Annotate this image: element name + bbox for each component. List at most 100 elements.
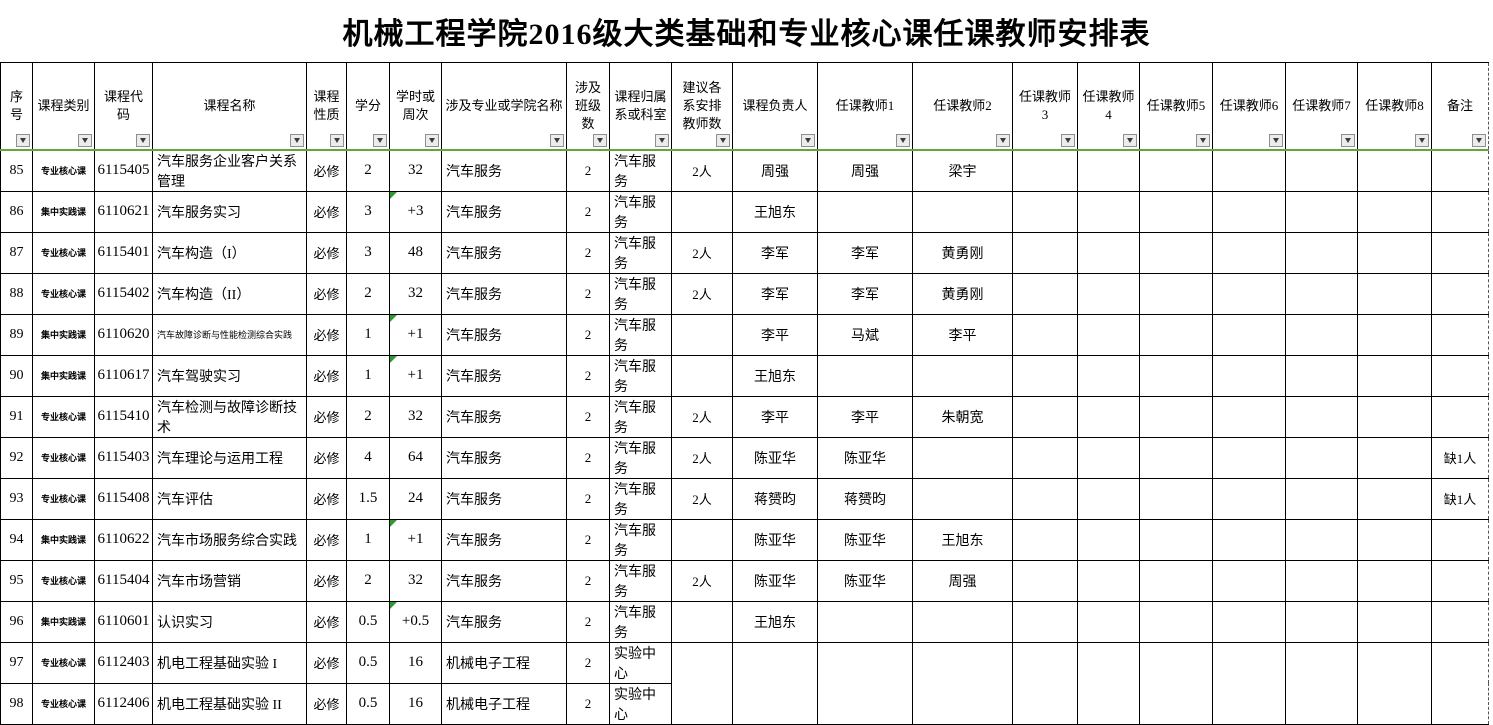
cell-major-row-89[interactable]: 汽车服务 — [441, 313, 567, 356]
cell-t7-row-92[interactable] — [1285, 436, 1358, 479]
filter-dropdown-button-leader[interactable] — [801, 133, 815, 147]
cell-credits-row-89[interactable]: 1 — [346, 313, 390, 356]
cell-t3-row-87[interactable] — [1012, 231, 1078, 274]
cell-code-row-96[interactable]: 6110601 — [94, 600, 153, 643]
cell-name-row-94[interactable]: 汽车市场服务综合实践 — [152, 518, 307, 561]
cell-leader-row-91[interactable]: 李平 — [732, 395, 818, 438]
cell-t1-row-92[interactable]: 陈亚华 — [817, 436, 913, 479]
cell-code-row-95[interactable]: 6115404 — [94, 559, 153, 602]
cell-suggest-row-88[interactable]: 2人 — [671, 272, 733, 315]
cell-leader-row-92[interactable]: 陈亚华 — [732, 436, 818, 479]
cell-t6-row-90[interactable] — [1212, 354, 1286, 397]
cell-t5-row-94[interactable] — [1139, 518, 1213, 561]
cell-code-row-98[interactable]: 6112406 — [94, 682, 153, 725]
cell-category-row-85[interactable]: 专业核心课 — [32, 149, 95, 192]
cell-seq-row-92[interactable]: 92 — [0, 436, 33, 479]
cell-code-row-85[interactable]: 6115405 — [94, 149, 153, 192]
cell-nature-row-96[interactable]: 必修 — [306, 600, 347, 643]
cell-hours-row-94[interactable]: +1 — [389, 518, 442, 561]
cell-t8-row-87[interactable] — [1357, 231, 1432, 274]
cell-t4-row-91[interactable] — [1077, 395, 1140, 438]
cell-t4-row-96[interactable] — [1077, 600, 1140, 643]
cell-nature-row-91[interactable]: 必修 — [306, 395, 347, 438]
cell-seq-row-97[interactable]: 97 — [0, 641, 33, 684]
cell-t1-row-85[interactable]: 周强 — [817, 149, 913, 192]
cell-code-row-92[interactable]: 6115403 — [94, 436, 153, 479]
filter-dropdown-button-t7[interactable] — [1341, 133, 1355, 147]
column-header-t2[interactable]: 任课教师2 — [912, 62, 1013, 151]
cell-t1-row-91[interactable]: 李平 — [817, 395, 913, 438]
cell-hours-row-96[interactable]: +0.5 — [389, 600, 442, 643]
cell-hours-row-85[interactable]: 32 — [389, 149, 442, 192]
cell-classes-row-98[interactable]: 2 — [566, 682, 610, 725]
cell-dept-row-93[interactable]: 汽车服务 — [609, 477, 672, 520]
cell-major-row-94[interactable]: 汽车服务 — [441, 518, 567, 561]
filter-dropdown-button-t5[interactable] — [1196, 133, 1210, 147]
cell-hours-row-95[interactable]: 32 — [389, 559, 442, 602]
cell-t1-row-94[interactable]: 陈亚华 — [817, 518, 913, 561]
cell-hours-row-88[interactable]: 32 — [389, 272, 442, 315]
cell-code-row-86[interactable]: 6110621 — [94, 190, 153, 233]
cell-major-row-97[interactable]: 机械电子工程 — [441, 641, 567, 684]
cell-leader-row-97[interactable] — [732, 641, 818, 725]
cell-nature-row-94[interactable]: 必修 — [306, 518, 347, 561]
cell-nature-row-86[interactable]: 必修 — [306, 190, 347, 233]
filter-dropdown-button-name[interactable] — [290, 133, 304, 147]
cell-hours-row-92[interactable]: 64 — [389, 436, 442, 479]
cell-t8-row-91[interactable] — [1357, 395, 1432, 438]
cell-credits-row-91[interactable]: 2 — [346, 395, 390, 438]
cell-category-row-90[interactable]: 集中实践课 — [32, 354, 95, 397]
cell-dept-row-90[interactable]: 汽车服务 — [609, 354, 672, 397]
cell-nature-row-85[interactable]: 必修 — [306, 149, 347, 192]
cell-leader-row-96[interactable]: 王旭东 — [732, 600, 818, 643]
cell-seq-row-88[interactable]: 88 — [0, 272, 33, 315]
cell-code-row-93[interactable]: 6115408 — [94, 477, 153, 520]
cell-classes-row-87[interactable]: 2 — [566, 231, 610, 274]
cell-credits-row-85[interactable]: 2 — [346, 149, 390, 192]
filter-dropdown-button-hours[interactable] — [425, 133, 439, 147]
cell-major-row-91[interactable]: 汽车服务 — [441, 395, 567, 438]
cell-t8-row-92[interactable] — [1357, 436, 1432, 479]
cell-name-row-96[interactable]: 认识实习 — [152, 600, 307, 643]
cell-classes-row-92[interactable]: 2 — [566, 436, 610, 479]
cell-t5-row-95[interactable] — [1139, 559, 1213, 602]
cell-code-row-94[interactable]: 6110622 — [94, 518, 153, 561]
cell-suggest-row-95[interactable]: 2人 — [671, 559, 733, 602]
cell-suggest-row-97[interactable] — [671, 641, 733, 725]
cell-t1-row-90[interactable] — [817, 354, 913, 397]
column-header-code[interactable]: 课程代码 — [94, 62, 153, 151]
cell-seq-row-94[interactable]: 94 — [0, 518, 33, 561]
cell-t3-row-94[interactable] — [1012, 518, 1078, 561]
cell-t1-row-96[interactable] — [817, 600, 913, 643]
cell-t1-row-88[interactable]: 李军 — [817, 272, 913, 315]
filter-dropdown-button-dept[interactable] — [655, 133, 669, 147]
cell-t3-row-89[interactable] — [1012, 313, 1078, 356]
cell-t1-row-89[interactable]: 马斌 — [817, 313, 913, 356]
cell-dept-row-91[interactable]: 汽车服务 — [609, 395, 672, 438]
cell-credits-row-88[interactable]: 2 — [346, 272, 390, 315]
cell-leader-row-88[interactable]: 李军 — [732, 272, 818, 315]
cell-dept-row-97[interactable]: 实验中心 — [609, 641, 672, 684]
cell-hours-row-90[interactable]: +1 — [389, 354, 442, 397]
cell-t8-row-89[interactable] — [1357, 313, 1432, 356]
cell-note-row-97[interactable] — [1431, 641, 1489, 725]
cell-category-row-89[interactable]: 集中实践课 — [32, 313, 95, 356]
column-header-dept[interactable]: 课程归属系或科室 — [609, 62, 672, 151]
cell-nature-row-88[interactable]: 必修 — [306, 272, 347, 315]
column-header-t3[interactable]: 任课教师3 — [1012, 62, 1078, 151]
cell-hours-row-98[interactable]: 16 — [389, 682, 442, 725]
filter-dropdown-button-t4[interactable] — [1123, 133, 1137, 147]
cell-seq-row-89[interactable]: 89 — [0, 313, 33, 356]
cell-suggest-row-92[interactable]: 2人 — [671, 436, 733, 479]
cell-major-row-86[interactable]: 汽车服务 — [441, 190, 567, 233]
cell-dept-row-85[interactable]: 汽车服务 — [609, 149, 672, 192]
cell-classes-row-93[interactable]: 2 — [566, 477, 610, 520]
cell-category-row-86[interactable]: 集中实践课 — [32, 190, 95, 233]
cell-major-row-98[interactable]: 机械电子工程 — [441, 682, 567, 725]
cell-t3-row-85[interactable] — [1012, 149, 1078, 192]
cell-nature-row-92[interactable]: 必修 — [306, 436, 347, 479]
cell-nature-row-89[interactable]: 必修 — [306, 313, 347, 356]
cell-t4-row-97[interactable] — [1077, 641, 1140, 725]
filter-dropdown-button-t8[interactable] — [1415, 133, 1429, 147]
cell-classes-row-97[interactable]: 2 — [566, 641, 610, 684]
